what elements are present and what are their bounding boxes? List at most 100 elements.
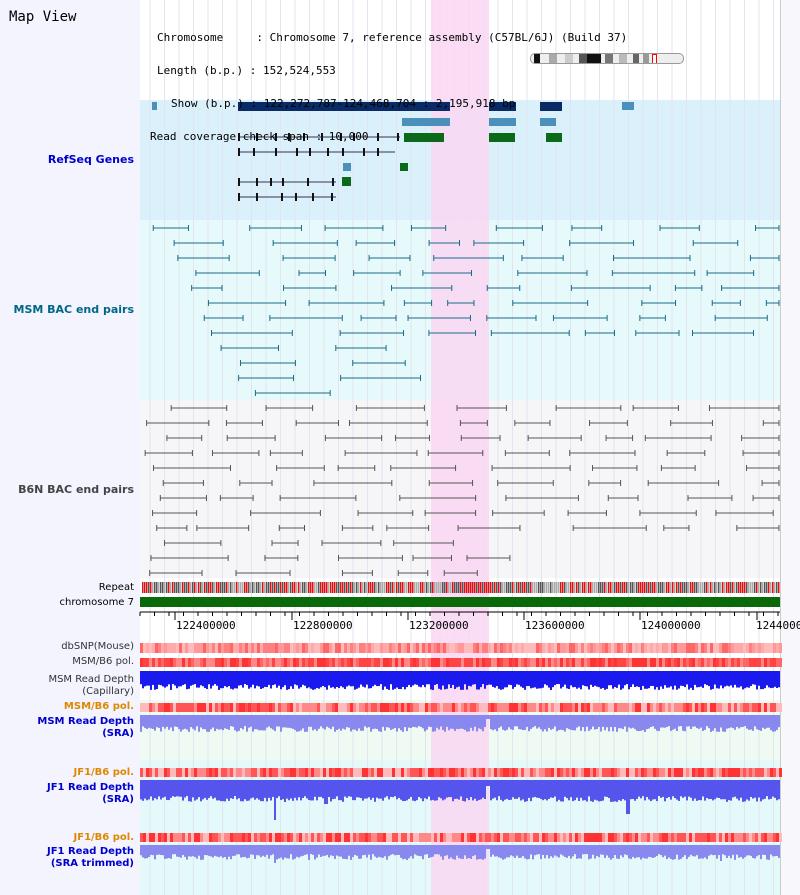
density-cell	[260, 643, 263, 653]
density-cell	[338, 768, 341, 777]
density-cell	[200, 643, 203, 653]
depth-bar	[330, 780, 332, 802]
depth-bar	[476, 845, 478, 860]
repeat-mark	[170, 582, 172, 593]
depth-bar	[670, 780, 672, 800]
depth-bar	[362, 715, 364, 731]
density-cell	[731, 768, 734, 777]
density-cell	[650, 658, 653, 667]
density-cell	[527, 703, 530, 712]
density-cell	[383, 643, 386, 653]
repeat-mark	[280, 582, 282, 593]
density-cell	[407, 703, 410, 712]
density-cell	[449, 768, 452, 777]
density-cell	[656, 768, 659, 777]
depth-bar	[498, 715, 500, 728]
gene-exon	[288, 133, 290, 141]
density-cell	[293, 658, 296, 667]
depth-bar	[462, 780, 464, 801]
depth-bar	[162, 845, 164, 856]
depth-bar	[598, 845, 600, 858]
depth-bar	[726, 715, 728, 729]
coverage-line: Read coverage check span : 10,000	[150, 130, 369, 143]
depth-bar	[654, 780, 656, 800]
density-cell	[317, 643, 320, 653]
depth-bar	[668, 715, 670, 727]
density-cell	[191, 703, 194, 712]
density-cell	[671, 833, 674, 842]
gene-exon	[377, 133, 379, 141]
density-cell	[617, 833, 620, 842]
density-cell	[293, 833, 296, 842]
repeat-mark	[172, 582, 174, 593]
density-cell	[701, 833, 704, 842]
repeat-mark	[726, 582, 728, 593]
depth-bar	[628, 671, 630, 690]
depth-bar	[424, 845, 426, 855]
depth-bar	[320, 845, 322, 857]
density-cell	[560, 643, 563, 653]
repeat-mark	[330, 582, 332, 593]
repeat-mark	[738, 582, 740, 593]
depth-bar	[336, 715, 338, 730]
depth-bar	[524, 780, 526, 802]
depth-bar	[666, 845, 668, 860]
depth-bar	[458, 780, 460, 800]
density-cell	[188, 658, 191, 667]
chromosome-ideogram[interactable]	[530, 53, 684, 64]
repeat-mark	[362, 582, 364, 593]
depth-bar	[228, 715, 230, 730]
depth-bar	[180, 780, 182, 797]
density-cell	[185, 658, 188, 667]
density-cell	[674, 768, 677, 777]
depth-bar	[564, 780, 566, 797]
depth-bar	[574, 715, 576, 731]
density-cell	[596, 768, 599, 777]
depth-bar	[272, 715, 274, 730]
density-cell	[164, 643, 167, 653]
repeat-mark	[436, 582, 438, 593]
depth-bar	[340, 845, 342, 857]
density-cell	[164, 833, 167, 842]
repeat-mark	[476, 582, 478, 593]
depth-bar	[256, 715, 258, 730]
depth-bar	[640, 715, 642, 731]
depth-bar	[630, 671, 632, 687]
depth-bar	[428, 715, 430, 727]
depth-bar	[556, 671, 558, 685]
density-cell	[521, 658, 524, 667]
density-cell	[386, 658, 389, 667]
repeat-mark	[208, 582, 210, 593]
depth-bar	[486, 715, 488, 719]
depth-bar	[298, 671, 300, 689]
depth-bar	[200, 671, 202, 686]
density-cell	[254, 643, 257, 653]
depth-bar	[758, 780, 760, 798]
depth-bar	[214, 671, 216, 685]
repeat-mark	[320, 582, 322, 593]
density-cell	[488, 643, 491, 653]
density-cell	[467, 643, 470, 653]
repeat-mark	[580, 582, 582, 593]
density-cell	[494, 703, 497, 712]
depth-bar	[452, 780, 454, 802]
density-cell	[590, 658, 593, 667]
density-cell	[344, 703, 347, 712]
density-cell	[278, 703, 281, 712]
density-cell	[251, 833, 254, 842]
density-cell	[758, 768, 761, 777]
depth-bar	[226, 845, 228, 860]
depth-bar	[654, 845, 656, 858]
depth-bar	[710, 671, 712, 690]
density-cell	[158, 833, 161, 842]
density-cell	[269, 658, 272, 667]
repeat-mark	[568, 582, 570, 593]
depth-bar	[412, 845, 414, 859]
density-cell	[341, 658, 344, 667]
repeat-mark	[308, 582, 310, 593]
depth-bar	[452, 671, 454, 685]
density-cell	[410, 643, 413, 653]
depth-bar	[250, 780, 252, 799]
depth-bar	[688, 715, 690, 727]
